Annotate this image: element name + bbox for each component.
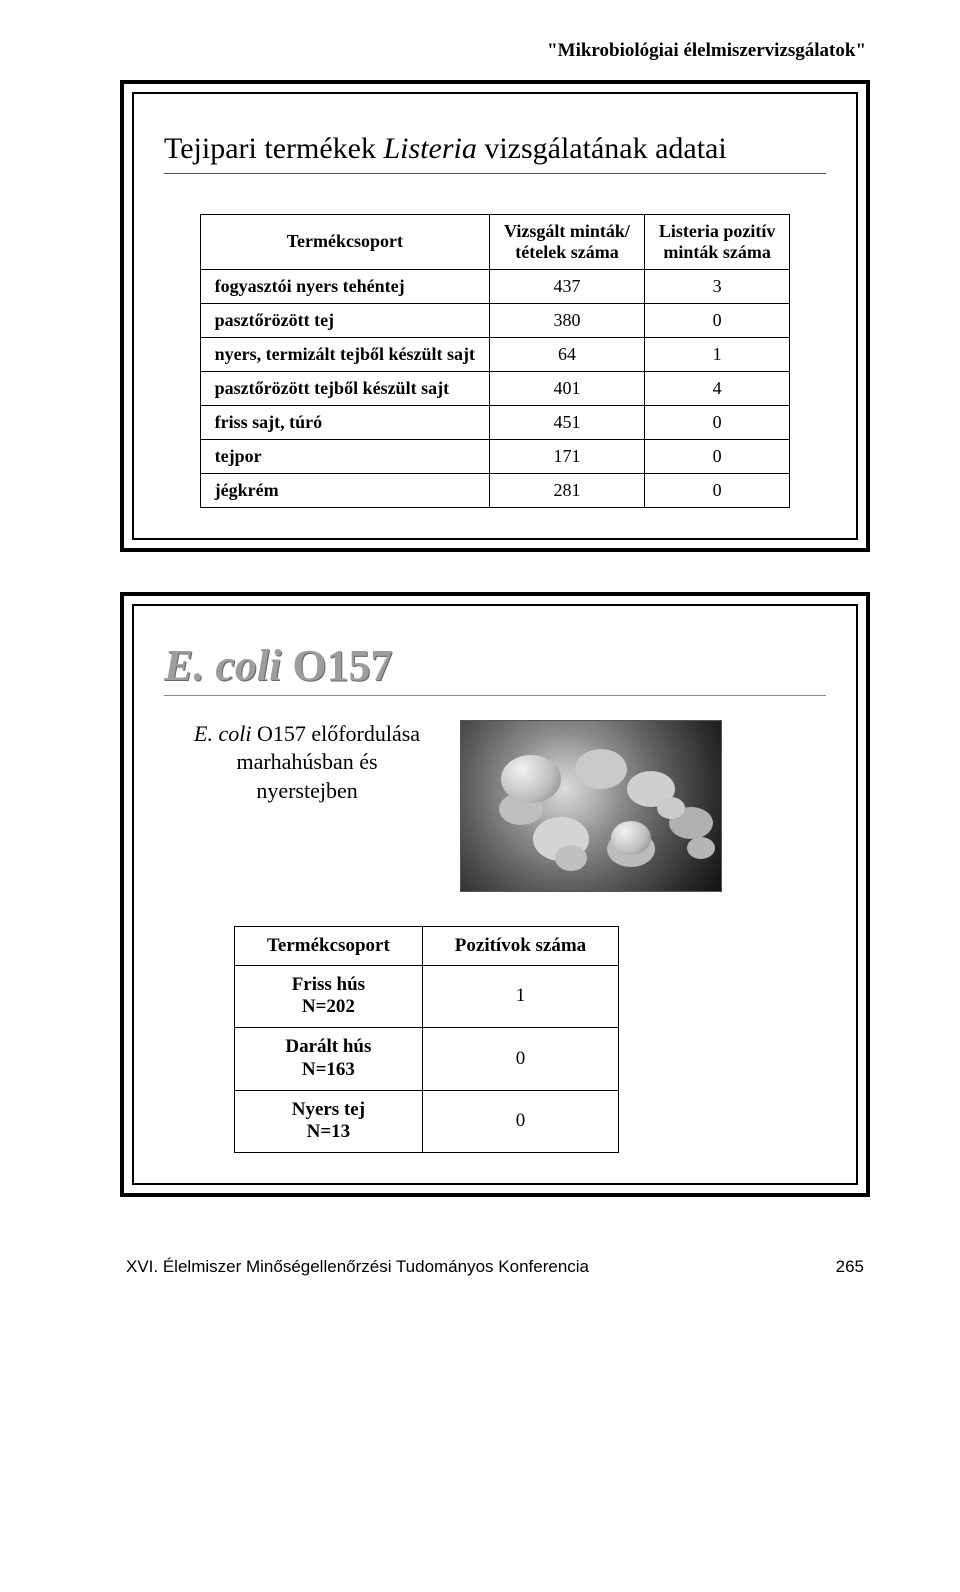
- slide-2-title-rule: [164, 695, 826, 696]
- table-row: pasztőrözött tej 380 0: [200, 303, 790, 337]
- slide-1: Tejipari termékek Listeria vizsgálatának…: [132, 92, 858, 540]
- row-positive: 4: [644, 371, 790, 405]
- row-label-l1: Darált hús: [285, 1036, 371, 1057]
- table-row: fogyasztói nyers tehéntej 437 3: [200, 269, 790, 303]
- page-footer: XVI. Élelmiszer Minőségellenőrzési Tudom…: [120, 1257, 870, 1277]
- col3-line2: minták száma: [663, 242, 771, 262]
- row-positive: 3: [644, 269, 790, 303]
- col-termekcsoport: Termékcsoport: [235, 926, 423, 965]
- slide-1-title-prefix: Tejipari termékek: [164, 132, 383, 165]
- caption-rest: O157 előfordulása: [251, 721, 420, 746]
- slide-2-title-rest: O157: [292, 641, 392, 690]
- table-header-row: Termékcsoport Vizsgált minták/ tételek s…: [200, 214, 790, 269]
- table-row: Friss hús N=202 1: [235, 965, 619, 1028]
- col2-line2: tételek száma: [515, 242, 618, 262]
- row-label-l2: N=163: [302, 1059, 355, 1080]
- row-positive: 0: [422, 1028, 618, 1091]
- slide-2-title: E. coli O157: [164, 640, 826, 691]
- table-row: jégkrém 281 0: [200, 473, 790, 507]
- footer-page-number: 265: [836, 1257, 864, 1277]
- microscopy-image: [460, 720, 722, 892]
- row-value: 171: [490, 439, 645, 473]
- row-positive: 0: [644, 473, 790, 507]
- document-header: "Mikrobiológiai élelmiszervizsgálatok": [120, 40, 870, 62]
- slide-2-caption: E. coli O157 előfordulása marhahúsban és…: [194, 720, 420, 806]
- row-value: 451: [490, 405, 645, 439]
- row-value: 64: [490, 337, 645, 371]
- slide-2: E. coli O157 E. coli O157 előfordulása m…: [132, 604, 858, 1186]
- row-label: pasztőrözött tej: [200, 303, 489, 337]
- table-row: nyers, termizált tejből készült sajt 64 …: [200, 337, 790, 371]
- row-positive: 0: [644, 439, 790, 473]
- col2-line1: Vizsgált minták/: [504, 221, 630, 241]
- row-label: jégkrém: [200, 473, 489, 507]
- col-vizsgalt-mintak: Vizsgált minták/ tételek száma: [490, 214, 645, 269]
- row-label: pasztőrözött tejből készült sajt: [200, 371, 489, 405]
- table-row: friss sajt, túró 451 0: [200, 405, 790, 439]
- slide-1-title-italic: Listeria: [383, 132, 476, 165]
- slide-1-title: Tejipari termékek Listeria vizsgálatának…: [164, 132, 826, 167]
- slide-1-table: Termékcsoport Vizsgált minták/ tételek s…: [200, 214, 791, 508]
- row-label: Nyers tej N=13: [235, 1090, 423, 1153]
- row-label: nyers, termizált tejből készült sajt: [200, 337, 489, 371]
- slide-1-frame: Tejipari termékek Listeria vizsgálatának…: [120, 80, 870, 552]
- table-row: Darált hús N=163 0: [235, 1028, 619, 1091]
- table-row: tejpor 171 0: [200, 439, 790, 473]
- row-label-l1: Friss hús: [292, 974, 365, 995]
- slide-2-table: Termékcsoport Pozitívok száma Friss hús …: [234, 926, 619, 1154]
- row-value: 281: [490, 473, 645, 507]
- row-positive: 1: [644, 337, 790, 371]
- row-positive: 1: [422, 965, 618, 1028]
- col-termekcsoport: Termékcsoport: [200, 214, 489, 269]
- row-label: fogyasztói nyers tehéntej: [200, 269, 489, 303]
- col3-italic: Listeria: [659, 221, 719, 241]
- footer-left: XVI. Élelmiszer Minőségellenőrzési Tudom…: [126, 1257, 589, 1277]
- row-positive: 0: [644, 303, 790, 337]
- row-positive: 0: [644, 405, 790, 439]
- row-label-l1: Nyers tej: [292, 1099, 365, 1120]
- col-listeria-pozitiv: Listeria pozitív minták száma: [644, 214, 790, 269]
- table-row: Nyers tej N=13 0: [235, 1090, 619, 1153]
- row-label: tejpor: [200, 439, 489, 473]
- row-label-l2: N=13: [307, 1121, 351, 1142]
- slide-2-title-italic: E. coli: [164, 641, 292, 690]
- caption-line3: nyerstejben: [194, 777, 420, 806]
- caption-line2: marhahúsban és: [194, 748, 420, 777]
- row-value: 380: [490, 303, 645, 337]
- col3-rest: pozitív: [719, 221, 776, 241]
- table-row: pasztőrözött tejből készült sajt 401 4: [200, 371, 790, 405]
- row-value: 401: [490, 371, 645, 405]
- table-header-row: Termékcsoport Pozitívok száma: [235, 926, 619, 965]
- row-label: friss sajt, túró: [200, 405, 489, 439]
- slide-2-frame: E. coli O157 E. coli O157 előfordulása m…: [120, 592, 870, 1198]
- row-value: 437: [490, 269, 645, 303]
- slide-1-title-suffix: vizsgálatának adatai: [477, 132, 727, 165]
- row-positive: 0: [422, 1090, 618, 1153]
- row-label: Darált hús N=163: [235, 1028, 423, 1091]
- slide-1-title-rule: [164, 173, 826, 174]
- col-pozitivok: Pozitívok száma: [422, 926, 618, 965]
- row-label: Friss hús N=202: [235, 965, 423, 1028]
- caption-italic: E. coli: [194, 721, 251, 746]
- row-label-l2: N=202: [302, 996, 355, 1017]
